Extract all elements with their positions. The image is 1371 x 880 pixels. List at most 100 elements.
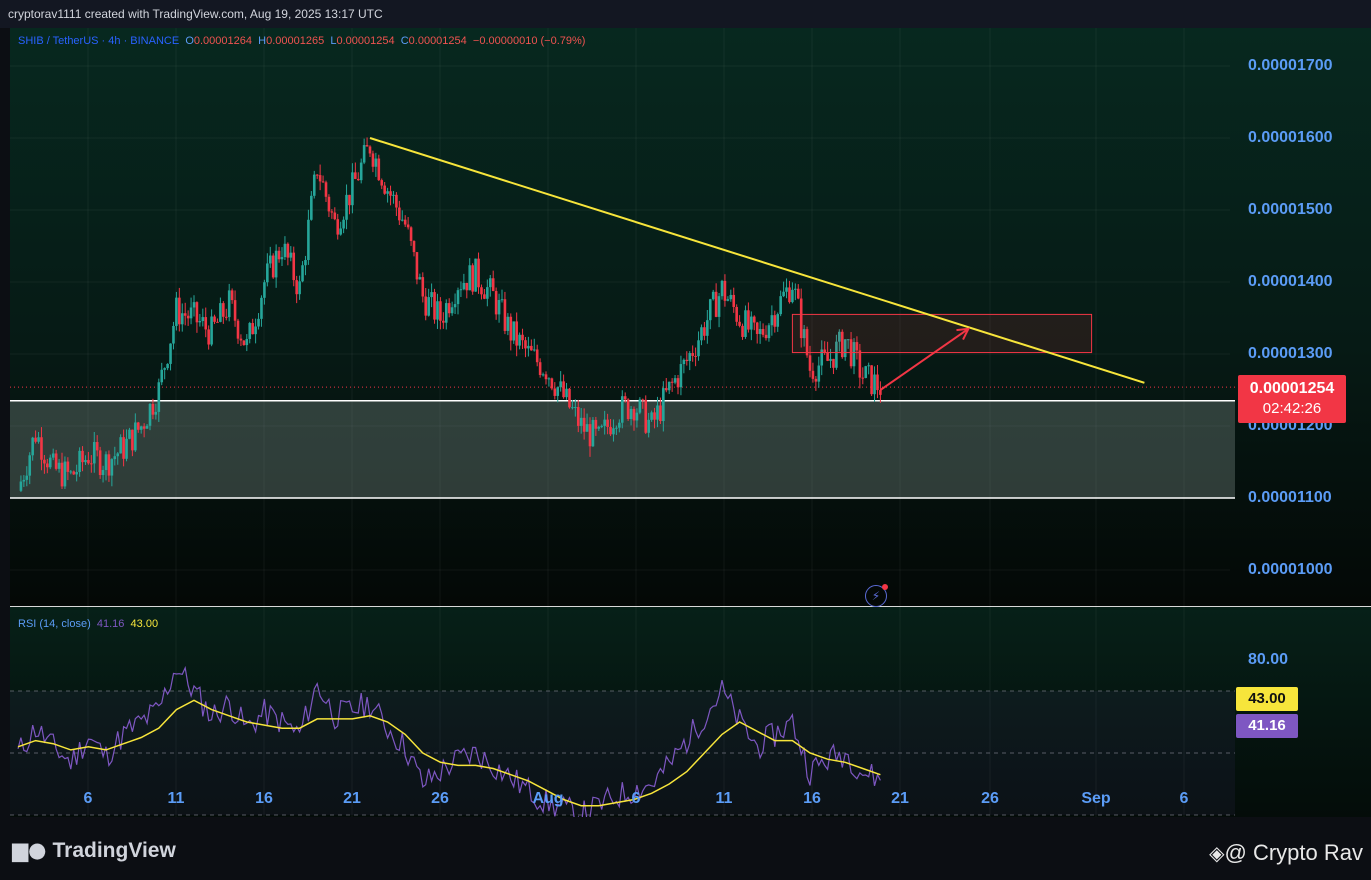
candle-body bbox=[805, 329, 809, 356]
candle-body bbox=[34, 437, 37, 442]
candle-body bbox=[509, 316, 513, 341]
candle-body bbox=[591, 419, 595, 447]
candle-body bbox=[436, 301, 439, 320]
candle-body bbox=[160, 369, 164, 383]
candle-body bbox=[565, 388, 568, 398]
candle-body bbox=[210, 316, 213, 345]
candle-body bbox=[588, 424, 592, 447]
price-pane[interactable] bbox=[10, 28, 1371, 606]
candle-body bbox=[747, 310, 750, 330]
rsi-band-fill bbox=[10, 691, 1235, 815]
candle-body bbox=[679, 364, 683, 388]
candle-body bbox=[389, 191, 392, 196]
candle-body bbox=[342, 219, 345, 229]
candle-body bbox=[483, 294, 486, 299]
time-axis-label: 6 bbox=[83, 790, 93, 807]
candle-body bbox=[864, 366, 868, 378]
candle-body bbox=[222, 303, 225, 317]
footer bbox=[0, 817, 1371, 880]
candle-body bbox=[527, 345, 530, 349]
candle-body bbox=[442, 320, 445, 323]
author-watermark: ◈@ Crypto Rav bbox=[1209, 840, 1363, 866]
candle-body bbox=[638, 399, 642, 413]
candle-body bbox=[673, 378, 677, 383]
candle-body bbox=[257, 318, 260, 327]
candle-body bbox=[371, 153, 375, 167]
rsi-legend-value: 41.16 bbox=[96, 618, 125, 630]
candle-body bbox=[811, 370, 815, 379]
candle-body bbox=[236, 320, 240, 339]
candle-body bbox=[213, 316, 216, 322]
candle-body bbox=[541, 374, 545, 376]
candle-body bbox=[98, 450, 102, 476]
candle-body bbox=[711, 291, 715, 300]
candle-body bbox=[383, 185, 386, 194]
open-value: 0.00001264 bbox=[193, 35, 252, 47]
rsi-pane[interactable] bbox=[10, 607, 1371, 817]
candle-body bbox=[324, 182, 328, 197]
candle-body bbox=[295, 280, 298, 295]
candle-body bbox=[835, 341, 838, 368]
current-price: 0.00001254 bbox=[1249, 380, 1335, 397]
candle-body bbox=[764, 334, 768, 339]
candle-body bbox=[829, 358, 832, 361]
watermark-text: @ Crypto Rav bbox=[1224, 840, 1363, 865]
candle-body bbox=[216, 321, 219, 323]
candle-body bbox=[392, 194, 395, 196]
candle-body bbox=[430, 292, 433, 298]
candle-body bbox=[362, 145, 366, 163]
flash-icon[interactable]: ⚡ bbox=[865, 584, 888, 607]
candle-body bbox=[697, 340, 700, 357]
candle-body bbox=[289, 252, 293, 258]
candle-body bbox=[858, 350, 862, 378]
candle-body bbox=[128, 429, 131, 439]
candle-body bbox=[46, 463, 49, 468]
candle-body bbox=[198, 321, 202, 323]
candle-body bbox=[119, 437, 122, 454]
candle-body bbox=[720, 280, 724, 297]
candle-body bbox=[802, 329, 806, 339]
candle-body bbox=[761, 328, 765, 335]
candle-body bbox=[245, 338, 249, 346]
candle-body bbox=[131, 429, 134, 451]
candle-body bbox=[571, 407, 574, 409]
candle-body bbox=[659, 405, 662, 422]
candle-body bbox=[767, 325, 771, 339]
symbol-name[interactable]: SHIB / TetherUS · 4h · BINANCE bbox=[18, 35, 180, 47]
candle-body bbox=[447, 303, 451, 314]
candle-body bbox=[418, 277, 422, 280]
rsi-ma-legend-value: 43.00 bbox=[130, 618, 159, 630]
candle-countdown: 02:42:26 bbox=[1262, 400, 1322, 417]
candle-body bbox=[579, 417, 583, 426]
candle-body bbox=[166, 363, 169, 369]
candle-body bbox=[688, 353, 692, 362]
candle-body bbox=[826, 352, 829, 361]
candle-body bbox=[488, 278, 492, 288]
candle-body bbox=[312, 174, 316, 196]
pane-separator[interactable] bbox=[10, 606, 1371, 607]
candle-body bbox=[398, 207, 401, 221]
candle-body bbox=[814, 378, 818, 382]
tradingview-logo[interactable]: ▆● TradingView bbox=[12, 838, 176, 863]
candle-body bbox=[782, 291, 785, 297]
candle-body bbox=[700, 327, 703, 341]
candle-body bbox=[703, 327, 706, 336]
candle-body bbox=[732, 294, 736, 307]
candle-body bbox=[603, 419, 606, 426]
candle-body bbox=[708, 299, 712, 321]
close-value: 0.00001254 bbox=[408, 35, 467, 47]
candle-body bbox=[365, 145, 369, 147]
candle-body bbox=[63, 461, 67, 487]
tradingview-icon: ▆● bbox=[12, 838, 47, 862]
candle-body bbox=[855, 342, 859, 351]
candle-body bbox=[532, 349, 536, 351]
price-axis-label: 0.00001400 bbox=[1248, 273, 1333, 290]
candle-body bbox=[336, 219, 340, 235]
rsi-label[interactable]: RSI (14, close) bbox=[18, 618, 91, 630]
candle-body bbox=[568, 388, 571, 408]
candle-body bbox=[148, 403, 152, 426]
candle-body bbox=[685, 359, 689, 362]
candle-body bbox=[321, 181, 325, 183]
candle-body bbox=[104, 454, 108, 471]
